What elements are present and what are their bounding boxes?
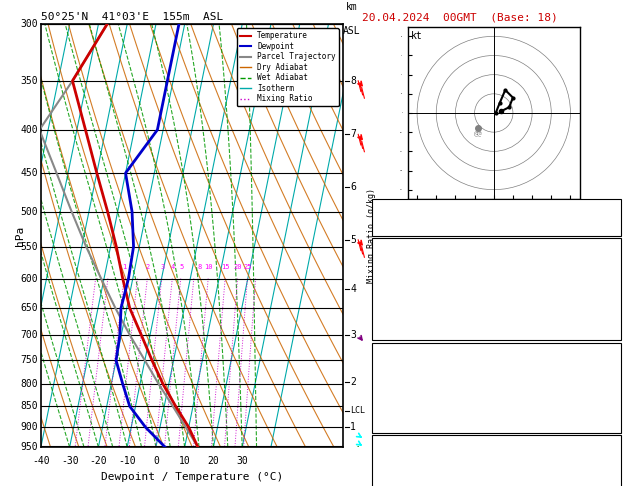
Text: 550: 550 [20, 242, 38, 252]
Text: Mixing Ratio (g/kg): Mixing Ratio (g/kg) [367, 188, 376, 283]
Text: θᴇ (K): θᴇ (K) [376, 382, 411, 393]
Text: 20.04.2024  00GMT  (Base: 18): 20.04.2024 00GMT (Base: 18) [362, 12, 557, 22]
Text: -10: -10 [118, 455, 136, 466]
Text: ASL: ASL [343, 26, 360, 36]
Text: 300: 300 [20, 19, 38, 29]
Text: 25: 25 [243, 264, 252, 270]
Text: 6: 6 [612, 303, 618, 313]
Text: CIN (J): CIN (J) [376, 421, 416, 431]
Text: 20: 20 [234, 264, 242, 270]
Text: Pressure (mb): Pressure (mb) [376, 369, 452, 380]
Text: 4: 4 [171, 264, 175, 270]
Text: 700: 700 [20, 330, 38, 340]
Text: Dewpoint / Temperature (°C): Dewpoint / Temperature (°C) [101, 472, 283, 483]
Text: Totals Totals: Totals Totals [376, 218, 452, 227]
Text: 6: 6 [612, 395, 618, 405]
Text: CAPE (J): CAPE (J) [376, 316, 423, 326]
Text: 6: 6 [350, 182, 356, 192]
Text: 950: 950 [20, 442, 38, 452]
Text: 400: 400 [20, 125, 38, 135]
Text: km: km [346, 1, 357, 12]
Text: 850: 850 [20, 401, 38, 411]
Text: 42: 42 [606, 218, 618, 227]
Text: 650: 650 [20, 303, 38, 313]
Text: 0: 0 [612, 316, 618, 326]
Text: 15: 15 [606, 471, 618, 481]
Text: 10: 10 [179, 455, 191, 466]
Text: Temp (°C): Temp (°C) [376, 265, 428, 275]
Text: 450: 450 [20, 168, 38, 178]
Text: -7: -7 [606, 208, 618, 218]
Text: 14.6: 14.6 [594, 265, 618, 275]
Text: CIN (J): CIN (J) [376, 329, 416, 339]
Text: 0.91: 0.91 [594, 226, 618, 237]
Text: 5: 5 [350, 235, 356, 245]
Text: 5: 5 [179, 264, 184, 270]
Text: 50°25'N  41°03'E  155m  ASL: 50°25'N 41°03'E 155m ASL [41, 12, 223, 22]
Text: 0: 0 [612, 421, 618, 431]
Text: -40: -40 [32, 455, 50, 466]
Text: 3: 3 [350, 330, 356, 340]
Text: 4: 4 [350, 284, 356, 295]
Text: 0: 0 [612, 329, 618, 339]
Text: kt: kt [411, 31, 423, 40]
Text: Most Unstable: Most Unstable [459, 353, 535, 363]
Text: 800: 800 [20, 379, 38, 389]
Legend: Temperature, Dewpoint, Parcel Trajectory, Dry Adiabat, Wet Adiabat, Isotherm, Mi: Temperature, Dewpoint, Parcel Trajectory… [237, 28, 339, 106]
Text: 900: 900 [20, 422, 38, 432]
Text: LCL: LCL [350, 406, 365, 415]
Text: -20: -20 [89, 455, 107, 466]
Text: θᴇ(K): θᴇ(K) [376, 291, 405, 300]
Text: Hodograph: Hodograph [470, 444, 523, 454]
Text: 233°: 233° [594, 483, 618, 486]
Text: 8: 8 [350, 76, 356, 86]
Text: Dewp (°C): Dewp (°C) [376, 278, 428, 288]
Text: -81: -81 [600, 460, 618, 469]
Text: Lifted Index: Lifted Index [376, 395, 446, 405]
Text: K: K [376, 208, 381, 218]
Text: 302: 302 [600, 291, 618, 300]
Text: 350: 350 [20, 76, 38, 86]
Text: 10: 10 [204, 264, 213, 270]
Text: 2: 2 [146, 264, 150, 270]
Text: 992: 992 [600, 369, 618, 380]
Text: 500: 500 [20, 207, 38, 217]
Text: CAPE (J): CAPE (J) [376, 408, 423, 418]
Text: 2: 2 [350, 377, 356, 387]
Text: © weatheronline.co.uk: © weatheronline.co.uk [377, 471, 501, 481]
Text: 20: 20 [208, 455, 220, 466]
Text: Surface: Surface [476, 248, 517, 259]
Text: StmDir: StmDir [376, 483, 411, 486]
Text: Lifted Index: Lifted Index [376, 303, 446, 313]
Text: 3.2: 3.2 [600, 278, 618, 288]
Text: 302: 302 [600, 382, 618, 393]
Text: 8: 8 [198, 264, 202, 270]
Text: SREH: SREH [376, 471, 399, 481]
Text: hPa: hPa [14, 226, 25, 246]
Text: 7: 7 [350, 129, 356, 139]
Text: 0: 0 [612, 408, 618, 418]
Text: 30: 30 [237, 455, 248, 466]
Text: 15: 15 [221, 264, 230, 270]
Text: 3: 3 [160, 264, 164, 270]
Text: -30: -30 [61, 455, 79, 466]
Text: 1: 1 [350, 422, 356, 432]
Text: EH: EH [376, 460, 387, 469]
Text: PW (cm): PW (cm) [376, 226, 416, 237]
Text: @@: @@ [474, 131, 482, 137]
Text: 1: 1 [123, 264, 127, 270]
Text: 750: 750 [20, 355, 38, 365]
Text: 600: 600 [20, 274, 38, 283]
Text: 0: 0 [153, 455, 159, 466]
